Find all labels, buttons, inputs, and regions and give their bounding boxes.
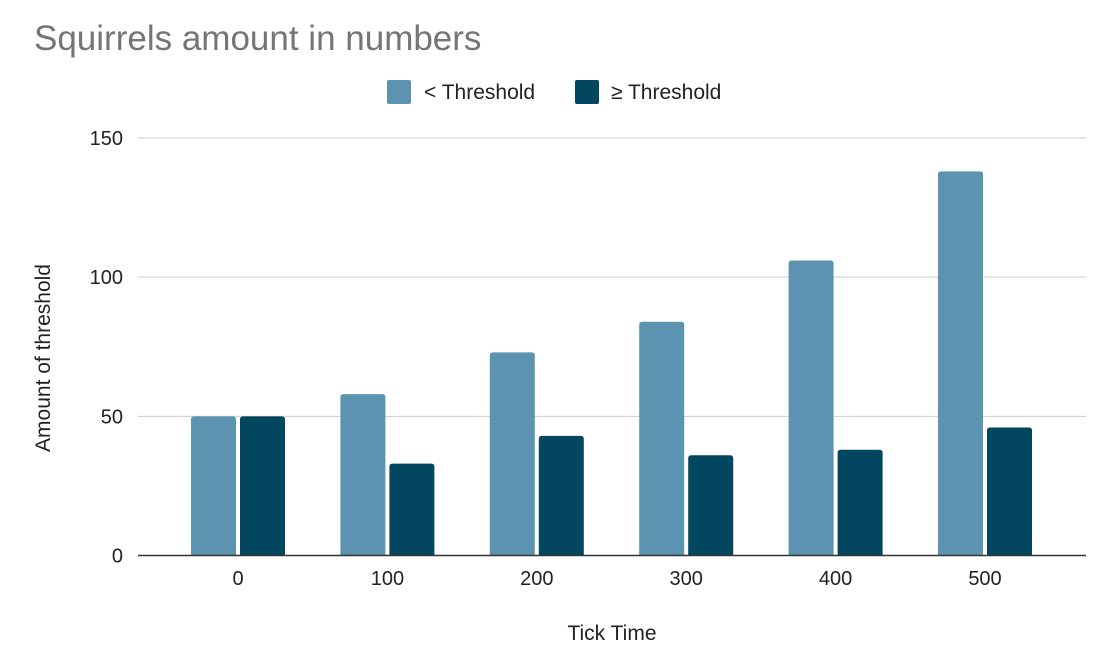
y-tick-label: 150 (90, 128, 123, 150)
y-axis-label: Amount of threshold (32, 264, 55, 452)
bar-below-threshold[interactable] (489, 352, 535, 556)
gridlines (138, 137, 1086, 417)
bar-at-or-above-threshold[interactable] (389, 463, 435, 556)
legend: < Threshold ≥ Threshold (387, 80, 721, 104)
x-tick-label: 200 (520, 568, 553, 590)
bar-below-threshold[interactable] (788, 260, 834, 556)
legend-label-below-threshold: < Threshold (424, 81, 535, 104)
bar-below-threshold[interactable] (191, 416, 236, 556)
x-tick-label: 100 (371, 568, 404, 590)
bar-below-threshold[interactable] (639, 321, 685, 556)
legend-swatch-at-or-above-threshold (575, 80, 599, 104)
legend-label-at-or-above-threshold: ≥ Threshold (611, 81, 721, 104)
legend-item-at-or-above-threshold[interactable]: ≥ Threshold (575, 80, 721, 104)
bar-below-threshold[interactable] (938, 171, 983, 556)
bar-at-or-above-threshold[interactable] (688, 455, 734, 556)
bar-below-threshold[interactable] (340, 394, 386, 556)
chart-title: Squirrels amount in numbers (34, 19, 481, 58)
y-tick-label: 50 (101, 406, 123, 428)
x-axis-ticks: 0 100 200 300 400 500 (232, 568, 1001, 590)
legend-swatch-below-threshold (387, 80, 411, 104)
y-tick-label: 0 (112, 546, 123, 568)
x-tick-label: 0 (232, 568, 243, 590)
y-axis-ticks: 0 50 100 150 (90, 128, 123, 568)
y-tick-label: 100 (90, 267, 123, 289)
legend-item-below-threshold[interactable]: < Threshold (387, 80, 535, 104)
bars (191, 171, 1032, 556)
bar-at-or-above-threshold[interactable] (240, 416, 285, 556)
x-tick-label: 400 (819, 568, 852, 590)
bar-at-or-above-threshold[interactable] (987, 427, 1032, 556)
x-tick-label: 500 (968, 568, 1001, 590)
bar-at-or-above-threshold[interactable] (837, 449, 883, 556)
bar-at-or-above-threshold[interactable] (538, 435, 584, 556)
x-tick-label: 300 (670, 568, 703, 590)
x-axis-label: Tick Time (567, 622, 656, 645)
